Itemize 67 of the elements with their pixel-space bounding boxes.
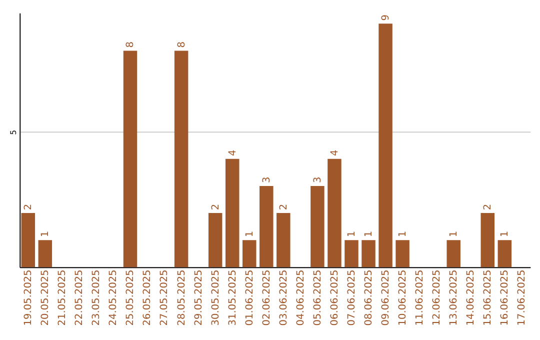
x-tick-label: 06.06.2025 (329, 270, 340, 326)
bar (260, 186, 274, 268)
data-label: 8 (176, 42, 188, 48)
bar (225, 158, 240, 268)
x-tick-label: 21.05.2025 (57, 270, 68, 326)
data-label: 4 (329, 150, 340, 156)
data-label: 1 (363, 230, 374, 238)
data-label: 1 (448, 230, 460, 238)
data-label: 4 (227, 150, 238, 156)
bar (242, 240, 256, 268)
bar (378, 24, 392, 268)
bar (21, 213, 36, 268)
x-tick-label: 24.05.2025 (108, 270, 120, 326)
x-tick-label: 30.05.2025 (210, 270, 222, 326)
x-tick-label: 20.05.2025 (40, 270, 52, 326)
x-tick-label: 23.05.2025 (91, 270, 102, 326)
data-label: 2 (210, 204, 222, 210)
bar (123, 50, 138, 268)
x-tick-label: 17.06.2025 (516, 270, 528, 326)
data-label: 1 (397, 230, 408, 238)
x-tick-label: 12.06.2025 (432, 270, 443, 326)
bar (362, 240, 376, 268)
data-label: 3 (261, 176, 272, 184)
data-label: 9 (380, 14, 392, 21)
x-tick-label: 26.05.2025 (142, 270, 154, 326)
x-tick-label: 19.05.2025 (23, 270, 34, 326)
data-label: 1 (40, 230, 52, 238)
data-label: 1 (346, 230, 358, 238)
data-label: 3 (312, 176, 324, 184)
x-tick-label: 13.06.2025 (448, 270, 460, 326)
x-tick-label: 14.06.2025 (466, 270, 477, 326)
bar (328, 158, 342, 268)
data-label: 8 (125, 42, 136, 48)
y-tick-label: 5 (9, 130, 18, 135)
data-label: 2 (482, 204, 494, 210)
bar (310, 186, 324, 268)
bar (344, 240, 358, 268)
bar (38, 240, 52, 268)
bar (174, 50, 188, 268)
x-tick-label: 25.05.2025 (125, 270, 136, 326)
x-tick-label: 28.05.2025 (176, 270, 188, 326)
data-label: 2 (278, 204, 290, 210)
bar (480, 213, 495, 268)
x-tick-label: 08.06.2025 (363, 270, 374, 326)
x-tick-label: 16.06.2025 (500, 270, 511, 326)
x-tick-label: 10.06.2025 (397, 270, 408, 326)
x-tick-label: 22.05.2025 (74, 270, 86, 326)
bar (276, 213, 290, 268)
bar (208, 213, 222, 268)
x-tick-label: 02.06.2025 (261, 270, 272, 326)
x-tick-label: 15.06.2025 (482, 270, 494, 326)
x-tick-label: 29.05.2025 (193, 270, 204, 326)
bar (396, 240, 410, 268)
data-label: 1 (244, 230, 256, 238)
data-label: 2 (23, 204, 34, 210)
x-tick-label: 27.05.2025 (159, 270, 170, 326)
data-label: 1 (500, 230, 511, 238)
x-tick-label: 11.06.2025 (414, 270, 426, 326)
x-tick-label: 04.06.2025 (295, 270, 306, 326)
x-tick-label: 01.06.2025 (244, 270, 256, 326)
bar (446, 240, 460, 268)
x-tick-label: 05.06.2025 (312, 270, 324, 326)
bar (498, 240, 512, 268)
x-tick-label: 09.06.2025 (380, 270, 392, 326)
x-tick-label: 31.05.2025 (227, 270, 238, 326)
x-tick-label: 07.06.2025 (346, 270, 358, 326)
x-tick-label: 03.06.2025 (278, 270, 290, 326)
